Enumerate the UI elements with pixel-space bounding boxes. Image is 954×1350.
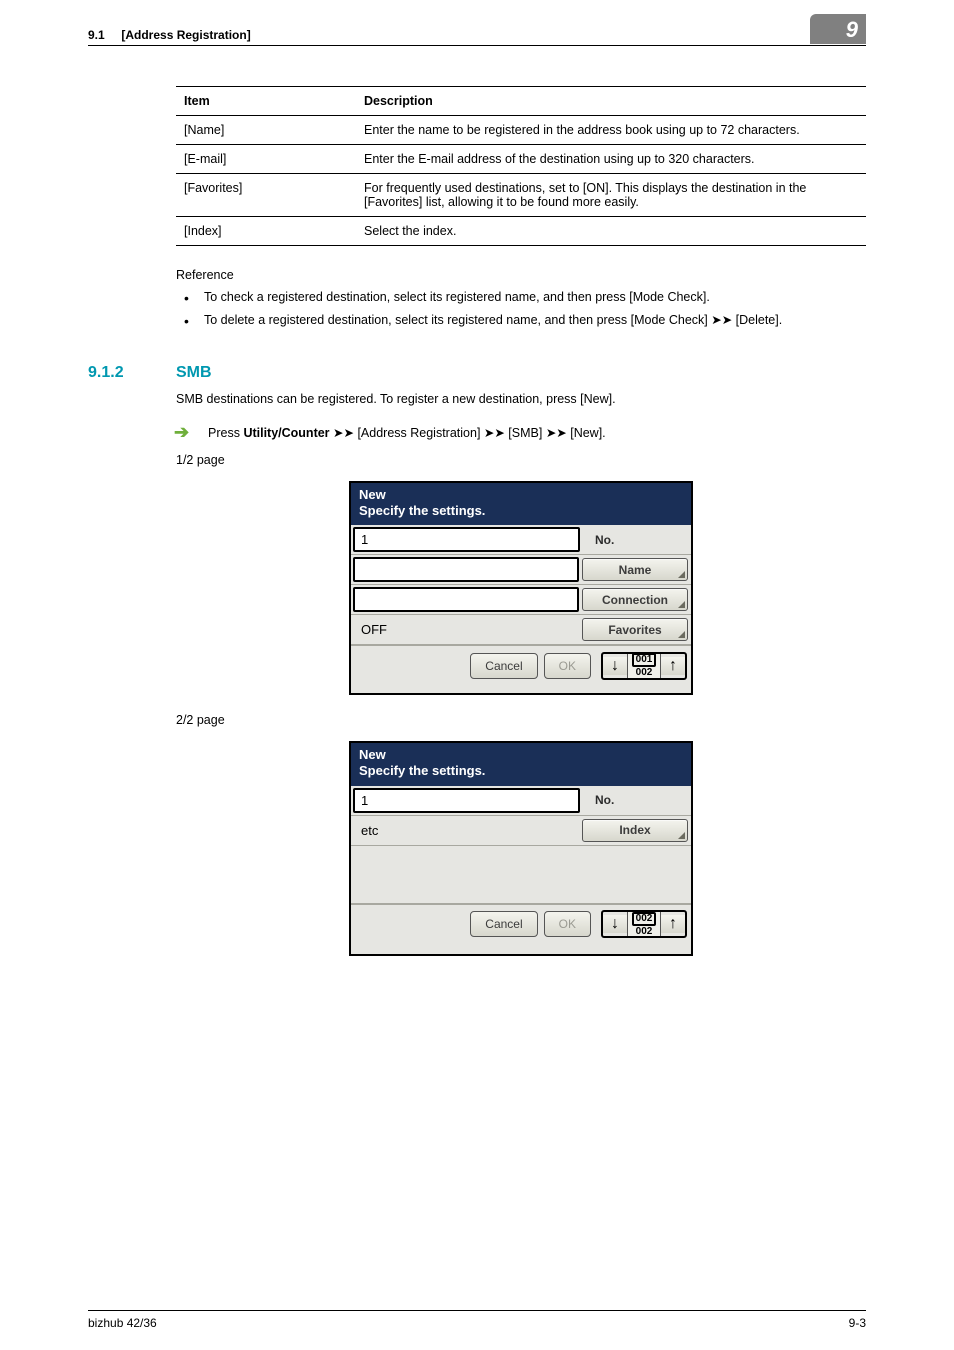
dialog-header: New Specify the settings. [351,483,691,526]
path-prefix: Press [208,426,243,440]
dialog-header: New Specify the settings. [351,743,691,786]
no-field[interactable]: 1 [353,788,580,813]
no-field[interactable]: 1 [353,527,580,552]
device-screen-1: New Specify the settings. 1 No. Name Con… [349,481,693,696]
nav-up-icon[interactable]: ↑ [661,915,685,933]
dialog-title-line1: New [359,487,683,503]
page-1-label: 1/2 page [176,453,866,467]
section-number: 9.1 [88,28,105,42]
page-nav: ↓ 001 002 ↑ [601,652,687,680]
chapter-badge: 9 [810,14,866,44]
table-header-item: Item [176,87,356,116]
name-field[interactable] [353,557,579,582]
corner-icon [678,631,685,638]
ok-button[interactable]: OK [544,911,591,937]
reference-list: To check a registered destination, selec… [176,288,866,330]
section-title: [Address Registration] [121,28,250,42]
connection-field[interactable] [353,587,579,612]
cell-item: [Favorites] [176,174,356,217]
page-header: 9.1 [Address Registration] [88,28,866,46]
corner-icon [678,832,685,839]
footer-left: bizhub 42/36 [88,1316,157,1330]
arrow-icon: ➔ [174,422,194,443]
cell-item: [E-mail] [176,145,356,174]
reference-item: To check a registered destination, selec… [176,288,866,307]
reference-label: Reference [176,268,866,282]
corner-icon [678,571,685,578]
subsection-title: SMB [176,364,212,382]
name-button[interactable]: Name [582,558,688,581]
table-header-desc: Description [356,87,866,116]
dialog-title-line2: Specify the settings. [359,503,683,519]
dialog-title-line1: New [359,747,683,763]
table-row: [Index] Select the index. [176,217,866,246]
description-table: Item Description [Name] Enter the name t… [176,86,866,246]
device-screen-2: New Specify the settings. 1 No. etc Inde… [349,741,693,956]
favorites-field: OFF [353,617,579,642]
path-rest: ➤➤ [Address Registration] ➤➤ [SMB] ➤➤ [N… [330,426,606,440]
cancel-button[interactable]: Cancel [470,653,537,679]
navigation-path: ➔ Press Utility/Counter ➤➤ [Address Regi… [176,422,866,443]
nav-up-icon[interactable]: ↑ [661,657,685,675]
page-indicator: 002 002 [627,911,661,938]
index-field: etc [353,818,579,843]
connection-button[interactable]: Connection [582,588,688,611]
subsection-number: 9.1.2 [88,364,176,382]
ok-button[interactable]: OK [544,653,591,679]
cell-item: [Index] [176,217,356,246]
reference-item: To delete a registered destination, sele… [176,311,866,330]
footer-right: 9-3 [849,1316,866,1330]
no-label: No. [583,786,691,815]
cell-desc: For frequently used destinations, set to… [356,174,866,217]
page-footer: bizhub 42/36 9-3 [88,1310,866,1350]
nav-down-icon[interactable]: ↓ [603,657,627,675]
page-2-label: 2/2 page [176,713,866,727]
cell-item: [Name] [176,116,356,145]
table-row: [Favorites] For frequently used destinat… [176,174,866,217]
corner-icon [678,601,685,608]
page-indicator: 001 002 [627,652,661,679]
path-bold: Utility/Counter [243,426,329,440]
favorites-button[interactable]: Favorites [582,618,688,641]
index-button[interactable]: Index [582,819,688,842]
subsection-intro: SMB destinations can be registered. To r… [176,392,866,406]
page-nav: ↓ 002 002 ↑ [601,910,687,938]
cell-desc: Select the index. [356,217,866,246]
table-row: [E-mail] Enter the E-mail address of the… [176,145,866,174]
empty-area [351,846,691,904]
no-label: No. [583,525,691,554]
cancel-button[interactable]: Cancel [470,911,537,937]
cell-desc: Enter the name to be registered in the a… [356,116,866,145]
nav-down-icon[interactable]: ↓ [603,915,627,933]
dialog-title-line2: Specify the settings. [359,763,683,779]
table-row: [Name] Enter the name to be registered i… [176,116,866,145]
cell-desc: Enter the E-mail address of the destinat… [356,145,866,174]
